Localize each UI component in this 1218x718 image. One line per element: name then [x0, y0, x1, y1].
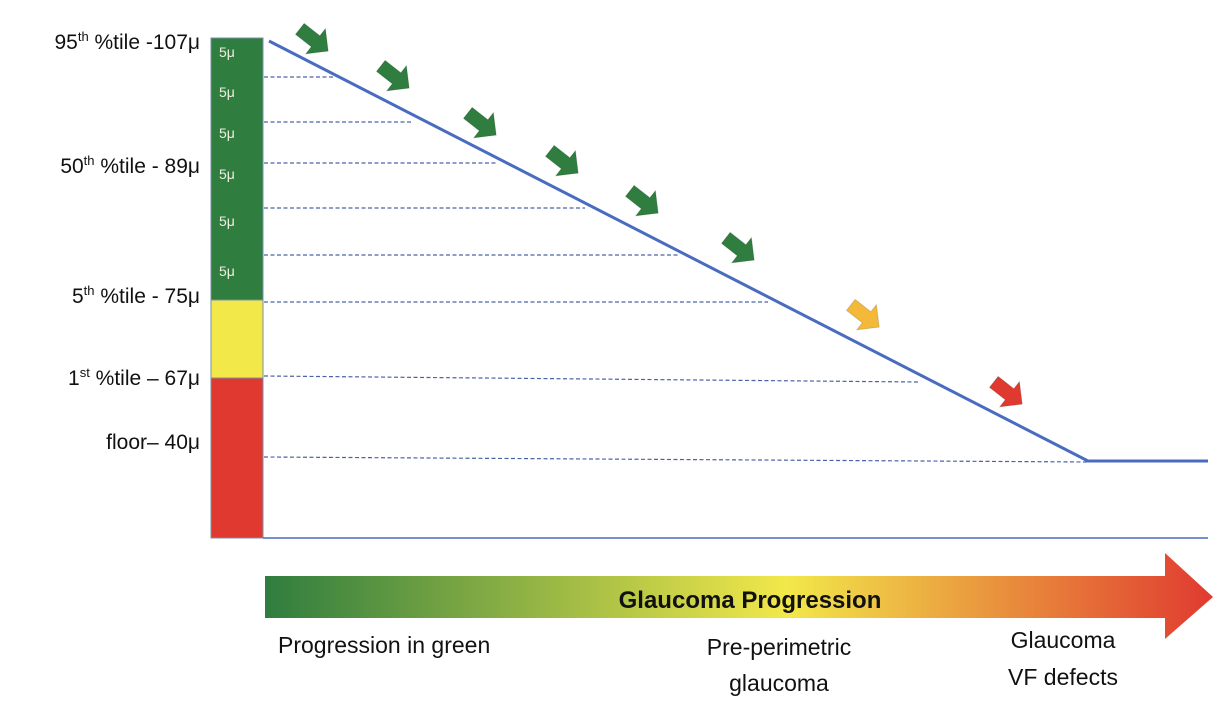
progression-label: Glaucoma Progression	[619, 587, 882, 614]
stage-arrow-icon	[624, 184, 659, 217]
stage-arrow-icon	[294, 22, 329, 55]
stage-arrows	[294, 22, 1023, 408]
stage-label-vf: VF defects	[1008, 664, 1118, 690]
segment-label: 5μ	[219, 84, 235, 100]
segment-label: 5μ	[219, 213, 235, 229]
stage-label-vf: Glaucoma	[1011, 627, 1116, 653]
percentile-labels: 95th %tile -107μ 50th %tile - 89μ 5th %t…	[54, 29, 200, 454]
label-95th: 95th %tile -107μ	[54, 29, 200, 54]
green-zone	[210, 37, 264, 301]
stage-arrow-icon	[988, 375, 1023, 408]
stage-arrow-icon	[462, 106, 497, 139]
stage-arrow-icon	[720, 231, 755, 264]
guide-line	[263, 375, 919, 383]
label-floor: floor– 40μ	[106, 431, 200, 454]
stage-arrow-icon	[544, 144, 579, 177]
stage-arrow-icon	[375, 59, 410, 92]
dashed-guides	[263, 76, 1089, 463]
label-5th: 5th %tile - 75μ	[72, 283, 200, 308]
thickness-bar: 5μ 5μ 5μ 5μ 5μ 5μ	[210, 37, 264, 539]
label-50th: 50th %tile - 89μ	[60, 153, 200, 178]
guide-line	[263, 456, 1089, 463]
segment-label: 5μ	[219, 44, 235, 60]
progression-arrow	[265, 553, 1213, 639]
segment-label: 5μ	[219, 125, 235, 141]
red-zone	[210, 377, 264, 539]
segment-label: 5μ	[219, 263, 235, 279]
yellow-zone	[210, 299, 264, 379]
decline-line	[268, 39, 1208, 463]
stage-label-green: Progression in green	[278, 632, 490, 658]
label-1st: 1st %tile – 67μ	[68, 365, 200, 390]
stage-label-preperimetric: Pre-perimetric	[707, 634, 851, 660]
stage-arrow-icon	[845, 298, 880, 331]
stage-label-preperimetric: glaucoma	[729, 670, 829, 696]
segment-label: 5μ	[219, 166, 235, 182]
